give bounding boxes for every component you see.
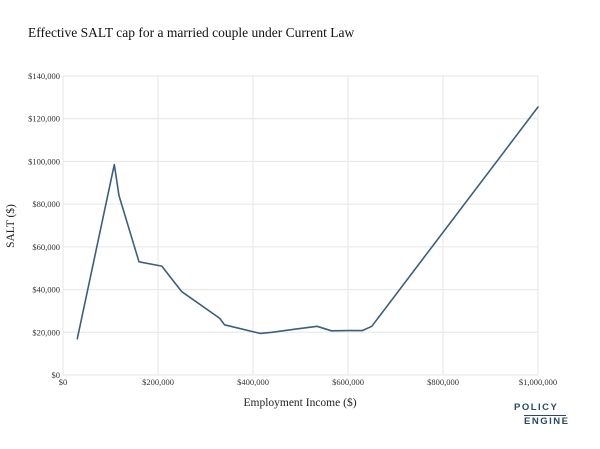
x-tick-label: $800,000 <box>427 377 459 387</box>
y-axis-label: SALT ($) <box>4 204 17 248</box>
gridlines <box>62 75 539 376</box>
x-tick-label: $200,000 <box>142 377 174 387</box>
logo-text-engine: ENGINE <box>524 414 570 427</box>
x-tick-labels: $0 $200,000 $400,000 $600,000 $800,000 $1,000… <box>59 377 557 387</box>
x-tick-label: $400,000 <box>237 377 269 387</box>
policyengine-logo: POLICY ENGINE <box>514 402 570 427</box>
y-tick-label: $140,000 <box>28 71 60 81</box>
x-tick-label: $1,000,000 <box>519 377 557 387</box>
y-tick-label: $60,000 <box>32 242 60 252</box>
series-line <box>76 106 539 340</box>
y-tick-label: $100,000 <box>28 156 60 166</box>
y-tick-label: $0 <box>52 370 61 380</box>
y-tick-label: $120,000 <box>28 114 60 124</box>
series-layer <box>76 106 539 340</box>
y-tick-label: $20,000 <box>32 327 60 337</box>
logo-text-policy: POLICY <box>514 402 559 413</box>
y-tick-label: $40,000 <box>32 285 60 295</box>
chart-title: Effective SALT cap for a married couple … <box>28 25 355 40</box>
x-axis-label: Employment Income ($) <box>243 396 356 409</box>
y-tick-label: $80,000 <box>32 199 60 209</box>
x-tick-label: $600,000 <box>332 377 364 387</box>
y-tick-labels: $0 $20,000 $40,000 $60,000 $80,000 $100,000 $1… <box>28 71 60 380</box>
x-tick-label: $0 <box>59 377 68 387</box>
